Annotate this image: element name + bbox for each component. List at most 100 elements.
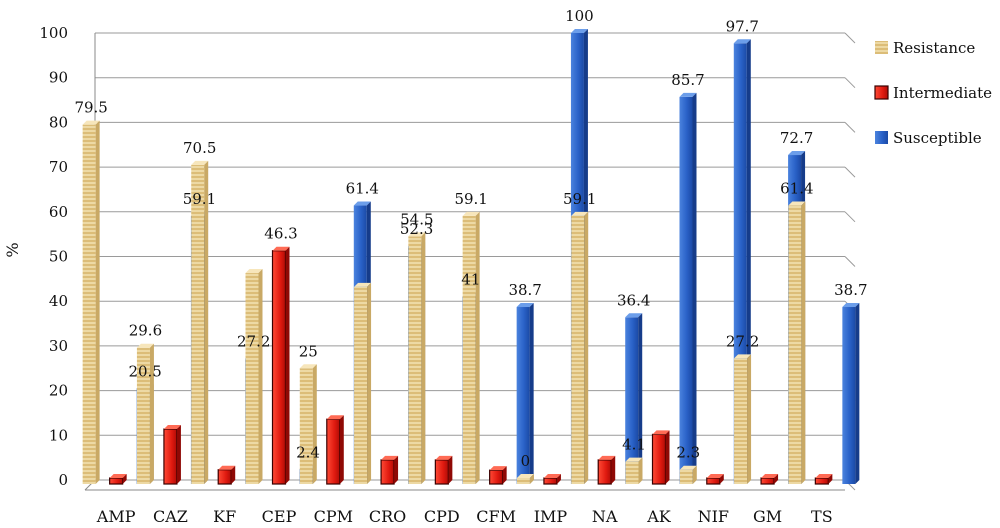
- bar-intermediate-ak: [651, 430, 670, 485]
- legend-swatch-resistance: [875, 41, 888, 54]
- gridline-depth: [844, 166, 856, 178]
- bar-resistance-na: [571, 211, 589, 484]
- bar-intermediate-na: [597, 455, 616, 485]
- data-label: 59.1: [563, 190, 596, 208]
- legend-swatch-susceptible: [875, 131, 888, 144]
- x-category-label: NIF: [698, 507, 729, 526]
- data-label: 2.3: [676, 444, 700, 462]
- bar-susceptible-ts: [842, 303, 860, 484]
- x-category-label: CPM: [314, 507, 353, 526]
- bar-resistance-cpd: [408, 232, 426, 484]
- gridline-depth: [844, 211, 856, 223]
- bar-resistance-imp: [516, 474, 534, 484]
- bar-intermediate-ts: [814, 474, 833, 485]
- bar-resistance-cpm: [299, 364, 317, 484]
- y-tick-label: 40: [49, 292, 68, 310]
- data-label: 52.3: [400, 220, 433, 238]
- data-label: 85.7: [671, 71, 704, 89]
- bar-intermediate-amp: [109, 474, 127, 485]
- gridline-depth: [844, 256, 856, 267]
- y-tick-label: 30: [49, 337, 68, 355]
- bar-intermediate-imp: [543, 474, 561, 485]
- bar-resistance-caz: [136, 343, 154, 484]
- bar-resistance-ts: [788, 201, 806, 485]
- data-label: 20.5: [128, 362, 161, 380]
- data-label: 27.2: [726, 332, 759, 350]
- bar-susceptible-cfm: [516, 303, 534, 484]
- bars: [82, 29, 860, 485]
- bar-intermediate-cro: [380, 455, 399, 485]
- data-label: 61.4: [780, 180, 813, 198]
- bar-intermediate-cfm: [489, 466, 507, 485]
- y-axis-label: %: [3, 242, 22, 257]
- bar-intermediate-gm: [760, 474, 779, 485]
- x-category-label: AMP: [96, 507, 136, 526]
- y-tick-label: 100: [39, 24, 68, 42]
- x-category-labels: AMP CAZ KF CEP CPM CRO CPD CFM IMP NA AK NIF GM TS: [96, 507, 833, 526]
- data-label: 59.1: [454, 190, 487, 208]
- data-label: 46.3: [264, 225, 297, 243]
- x-category-label: GM: [753, 507, 782, 526]
- data-labels: 79.5 20.5 29.6 59.1 70.5 27.2 46.3 2.4 25 61.4 52.…: [74, 7, 867, 470]
- legend-swatch-intermediate: [874, 85, 889, 100]
- y-tick-label: 50: [49, 248, 68, 266]
- data-label: 41: [461, 271, 480, 289]
- x-category-label: TS: [811, 507, 833, 526]
- bar-resistance-gm: [734, 354, 752, 484]
- data-label: 25: [299, 342, 318, 360]
- y-tick-label: 80: [49, 113, 68, 131]
- data-label: 54.5: [400, 210, 433, 228]
- y-tick-label: 70: [49, 158, 68, 176]
- y-tick-labels: 0 10 20 30 40 50 60 70 80 90 100: [39, 24, 68, 489]
- bar-resistance-cro: [354, 282, 372, 484]
- bar-resistance-cfm: [462, 211, 480, 484]
- data-label: 97.7: [726, 17, 759, 35]
- bar-resistance-cep: [245, 269, 263, 484]
- legend-label-susceptible: Susceptible: [893, 129, 982, 147]
- bar-susceptible-na: [625, 313, 643, 484]
- data-label: 59.1: [183, 190, 216, 208]
- legend-label-resistance: Resistance: [893, 39, 975, 57]
- data-label: 27.2: [237, 332, 270, 350]
- x-category-label: CPD: [424, 507, 460, 526]
- x-category-label: CEP: [262, 507, 297, 526]
- bar-intermediate-caz: [163, 425, 181, 485]
- x-category-label: AK: [646, 507, 672, 526]
- data-label: 38.7: [834, 281, 867, 299]
- bar-resistance-nif: [679, 465, 697, 484]
- y-tick-label: 20: [49, 382, 68, 400]
- legend-label-intermediate: Intermediate: [893, 84, 992, 102]
- bar-resistance-kf: [191, 160, 209, 485]
- x-category-label: CFM: [476, 507, 516, 526]
- data-label: 72.7: [780, 129, 813, 147]
- gridline-depth: [844, 32, 856, 44]
- data-label: 100: [565, 7, 594, 25]
- data-label: 0: [521, 452, 531, 470]
- legend: Resistance Intermediate Susceptible: [874, 39, 992, 147]
- data-label: 79.5: [74, 99, 107, 117]
- bar-intermediate-nif: [706, 474, 724, 485]
- data-label: 38.7: [508, 281, 541, 299]
- data-label: 4.1: [622, 436, 646, 454]
- bar-resistance-ak: [625, 457, 643, 484]
- y-tick-label: 90: [49, 69, 68, 87]
- data-label: 29.6: [129, 322, 162, 340]
- y-tick-label: 60: [49, 203, 68, 221]
- bar-intermediate-kf: [217, 465, 236, 485]
- y-tick-label: 0: [58, 471, 68, 489]
- data-label: 70.5: [183, 139, 216, 157]
- bar-susceptible-ak: [679, 92, 697, 485]
- gridline-depth: [844, 77, 856, 89]
- data-label: 61.4: [346, 180, 379, 198]
- x-category-label: IMP: [534, 507, 568, 526]
- x-category-label: KF: [213, 507, 236, 526]
- gridline-depth: [844, 122, 856, 133]
- x-category-label: CRO: [369, 507, 406, 526]
- data-label: 2.4: [296, 443, 320, 461]
- x-category-label: NA: [592, 507, 618, 526]
- x-category-label: CAZ: [153, 507, 188, 526]
- data-label: 36.4: [617, 291, 650, 309]
- bar-intermediate-cep: [271, 246, 290, 485]
- bar-intermediate-cpm: [326, 415, 344, 485]
